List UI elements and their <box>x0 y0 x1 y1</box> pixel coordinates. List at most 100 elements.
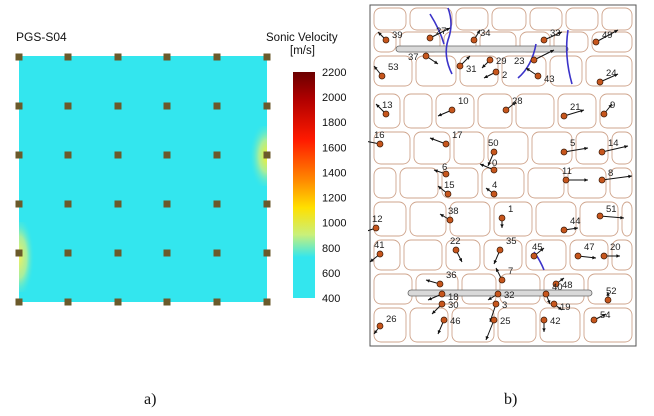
caption-a: a) <box>144 391 157 408</box>
fracture-2 <box>429 13 445 45</box>
sensor-label: 33 <box>550 28 561 39</box>
sensor-32 <box>494 290 502 298</box>
sensor-label: 43 <box>544 74 555 85</box>
rock-block <box>373 239 401 271</box>
rock-block <box>515 93 555 129</box>
sensor-12 <box>372 224 380 232</box>
rock-block <box>611 131 633 165</box>
sensor-47 <box>574 252 582 260</box>
sensor-48 <box>552 280 560 288</box>
rock-block <box>455 7 489 31</box>
sensor-marker <box>64 249 72 257</box>
rock-block <box>399 167 439 199</box>
sensor-label: 8 <box>608 168 613 179</box>
displacement-arrow <box>599 215 625 219</box>
rock-block <box>591 31 633 53</box>
rock-block <box>373 307 407 343</box>
sensor-19 <box>550 300 558 308</box>
arrow-head <box>434 60 438 64</box>
sensor-marker <box>263 249 271 257</box>
arrow-head <box>374 66 378 70</box>
sensor-38 <box>446 216 454 224</box>
rock-block <box>535 201 577 237</box>
arrow-head <box>488 296 492 300</box>
sensor-marker <box>64 298 72 306</box>
sensor-1 <box>498 214 506 222</box>
legend-title: Sonic Velocity <box>266 32 338 44</box>
sensor-label: 11 <box>562 166 572 177</box>
sensor-label: 52 <box>606 286 617 297</box>
sensor-42 <box>540 316 548 324</box>
colorbar-tick-label: 400 <box>322 293 340 305</box>
sensor-label: 51 <box>606 204 617 215</box>
sensor-25 <box>490 316 498 324</box>
sensor-label: 53 <box>388 62 399 73</box>
sensor-marker <box>64 151 72 159</box>
sensor-marker <box>163 298 171 306</box>
arrow-head <box>614 73 618 78</box>
sensor-53 <box>378 72 386 80</box>
sensor-52 <box>604 296 612 304</box>
sensor-marker <box>64 102 72 110</box>
sensor-label: 2 <box>502 70 507 81</box>
sensor-37 <box>422 52 430 60</box>
displacement-arrow <box>601 175 633 181</box>
sensor-marker <box>15 200 23 208</box>
arrow-head <box>434 169 438 173</box>
arrow-head <box>376 104 380 108</box>
sensor-label: 30 <box>448 300 459 311</box>
high-velocity-zone-right <box>237 126 267 186</box>
legend-unit: [m/s] <box>290 45 315 57</box>
rock-block <box>543 273 585 305</box>
sensor-22 <box>452 246 460 254</box>
sensor-label: 34 <box>480 28 491 39</box>
arrow-head <box>484 74 488 78</box>
arrow-head <box>370 258 374 262</box>
sensor-34 <box>470 36 478 44</box>
sensor-label: 16 <box>374 130 385 141</box>
rock-block <box>453 131 485 165</box>
rock-block <box>373 201 407 237</box>
rock-block <box>483 239 523 271</box>
sensor-label: 25 <box>500 316 511 327</box>
sensor-41 <box>376 250 384 258</box>
rock-block <box>451 307 495 343</box>
sensor-21 <box>560 112 568 120</box>
sensor-label: 37 <box>408 52 419 63</box>
sensor-label: 42 <box>550 316 561 327</box>
rock-block <box>413 131 451 165</box>
fracture-map-panel: 39 27 34 33 49 37 31 29 2 23 43 53 24 13 10 28 21 9 17 16 50… <box>368 4 638 348</box>
rock-block <box>409 201 447 237</box>
sensor-6 <box>442 170 450 178</box>
colorbar-tick-label: 600 <box>322 268 340 280</box>
sensor-marker <box>15 249 23 257</box>
sensor-marker <box>64 200 72 208</box>
arrow-head <box>608 104 612 108</box>
colorbar-tick-label: 1400 <box>322 167 346 179</box>
arrow-head <box>437 330 442 334</box>
sensor-2 <box>492 68 500 76</box>
sensor-label: 1 <box>508 204 513 215</box>
colorbar-tick-label: 2000 <box>322 92 346 104</box>
rock-blocks <box>373 7 633 343</box>
rock-block <box>403 239 443 271</box>
sensor-marker <box>163 200 171 208</box>
sensor-label: 27 <box>436 26 447 37</box>
sensor-label: 7 <box>508 266 513 277</box>
rock-block <box>583 307 633 343</box>
arrow-head <box>480 163 484 168</box>
sensor-0 <box>490 166 498 174</box>
sensor-label: 29 <box>496 56 507 67</box>
sensor-label: 40 <box>552 282 563 293</box>
sensor-27 <box>426 34 434 42</box>
rock-block <box>461 273 497 305</box>
sensor-33 <box>540 36 548 44</box>
sensor-29 <box>486 56 494 64</box>
sensor-31 <box>456 62 464 70</box>
rock-block <box>587 273 633 305</box>
arrow-head <box>446 28 450 32</box>
arrow-head <box>428 296 432 301</box>
rock-block <box>373 167 397 199</box>
sensor-marker <box>15 102 23 110</box>
